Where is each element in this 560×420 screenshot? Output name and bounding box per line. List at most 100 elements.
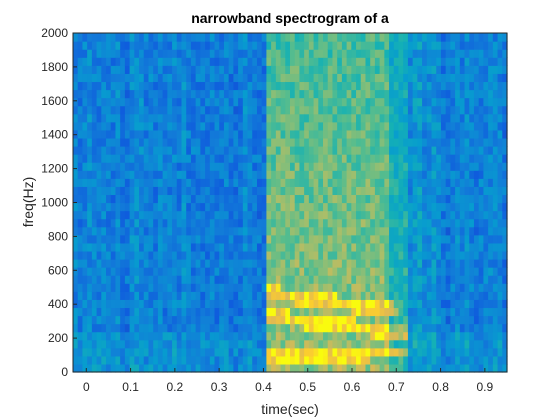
spectrogram-cell	[143, 291, 150, 300]
spectrogram-cell	[252, 57, 258, 66]
spectrogram-cell	[172, 178, 178, 187]
spectrogram-cell	[96, 89, 102, 99]
spectrogram-cell	[436, 105, 442, 115]
spectrogram-cell	[280, 137, 286, 147]
spectrogram-cell	[238, 331, 244, 341]
spectrogram-cell	[271, 250, 277, 260]
spectrogram-cell	[299, 113, 305, 123]
spectrogram-cell	[101, 129, 107, 139]
spectrogram-cell	[492, 121, 499, 131]
spectrogram-cell	[483, 323, 489, 333]
spectrogram-cell	[337, 57, 343, 66]
spectrogram-cell	[115, 267, 121, 276]
spectrogram-cell	[73, 113, 79, 123]
spectrogram-cell	[403, 234, 409, 244]
spectrogram-cell	[422, 73, 428, 83]
spectrogram-cell	[256, 331, 263, 341]
spectrogram-cell	[389, 202, 395, 212]
spectrogram-cell	[445, 339, 451, 349]
spectrogram-cell	[422, 33, 428, 42]
spectrogram-cell	[209, 315, 216, 325]
spectrogram-cell	[186, 331, 192, 341]
spectrogram-cell	[186, 105, 192, 115]
spectrogram-cell	[341, 121, 348, 131]
spectrogram-cell	[436, 170, 442, 179]
spectrogram-cell	[332, 234, 338, 244]
spectrogram-cell	[247, 259, 253, 268]
spectrogram-cell	[256, 113, 263, 123]
spectrogram-cell	[139, 323, 145, 333]
spectrogram-cell	[181, 226, 187, 236]
spectrogram-cell	[143, 250, 150, 260]
spectrogram-cell	[101, 307, 107, 317]
spectrogram-cell	[426, 323, 433, 333]
spectrogram-cell	[73, 202, 79, 212]
spectrogram-cell	[195, 57, 201, 66]
spectrogram-cell	[379, 299, 385, 309]
spectrogram-cell	[412, 323, 418, 333]
spectrogram-cell	[478, 355, 485, 365]
spectrogram-cell	[172, 97, 178, 107]
spectrogram-cell	[96, 170, 102, 179]
spectrogram-cell	[181, 73, 187, 83]
spectrogram-cell	[407, 170, 414, 179]
spectrogram-cell	[214, 65, 220, 74]
spectrogram-cell	[205, 49, 211, 58]
spectrogram-cell	[440, 275, 447, 284]
spectrogram-cell	[176, 347, 183, 357]
spectrogram-cell	[106, 89, 112, 99]
spectrogram-cell	[299, 242, 305, 252]
spectrogram-cell	[450, 105, 456, 115]
spectrogram-cell	[110, 210, 117, 220]
spectrogram-cell	[431, 170, 437, 179]
spectrogram-cell	[82, 65, 88, 74]
spectrogram-cell	[426, 81, 433, 91]
spectrogram-cell	[323, 250, 329, 260]
spectrogram-cell	[186, 121, 192, 131]
spectrogram-cell	[176, 194, 183, 204]
spectrogram-cell	[247, 81, 253, 91]
spectrogram-cell	[407, 234, 414, 244]
spectrogram-cell	[228, 194, 234, 204]
spectrogram-cell	[346, 347, 352, 357]
spectrogram-cell	[115, 49, 121, 58]
spectrogram-cell	[299, 355, 305, 365]
spectrogram-cell	[431, 129, 437, 139]
spectrogram-cell	[110, 170, 117, 179]
spectrogram-cell	[360, 49, 367, 58]
spectrogram-cell	[87, 170, 93, 179]
spectrogram-cell	[124, 57, 131, 66]
spectrogram-cell	[115, 259, 121, 268]
spectrogram-cell	[172, 113, 178, 123]
spectrogram-cell	[422, 41, 428, 50]
spectrogram-cell	[266, 355, 272, 365]
spectrogram-cell	[464, 73, 470, 83]
spectrogram-cell	[332, 81, 338, 91]
spectrogram-cell	[285, 259, 291, 268]
spectrogram-cell	[488, 347, 494, 357]
spectrogram-cell	[327, 315, 334, 325]
spectrogram-cell	[351, 218, 357, 228]
spectrogram-cell	[304, 178, 310, 187]
spectrogram-cell	[285, 226, 291, 236]
spectrogram-cell	[110, 146, 117, 155]
spectrogram-cell	[351, 73, 357, 83]
spectrogram-cell	[266, 129, 272, 139]
spectrogram-cell	[101, 65, 107, 74]
spectrogram-cell	[120, 194, 126, 204]
spectrogram-cell	[337, 283, 343, 292]
spectrogram-cell	[341, 323, 348, 333]
spectrogram-cell	[233, 315, 239, 325]
spectrogram-cell	[139, 259, 145, 268]
spectrogram-cell	[110, 194, 117, 204]
spectrogram-cell	[233, 105, 239, 115]
spectrogram-cell	[139, 234, 145, 244]
spectrogram-cell	[356, 154, 362, 163]
spectrogram-cell	[209, 218, 216, 228]
spectrogram-cell	[233, 33, 239, 42]
spectrogram-cell	[417, 89, 423, 99]
spectrogram-cell	[459, 73, 466, 83]
spectrogram-cell	[101, 202, 107, 212]
spectrogram-cell	[370, 218, 376, 228]
spectrogram-cell	[370, 33, 376, 42]
